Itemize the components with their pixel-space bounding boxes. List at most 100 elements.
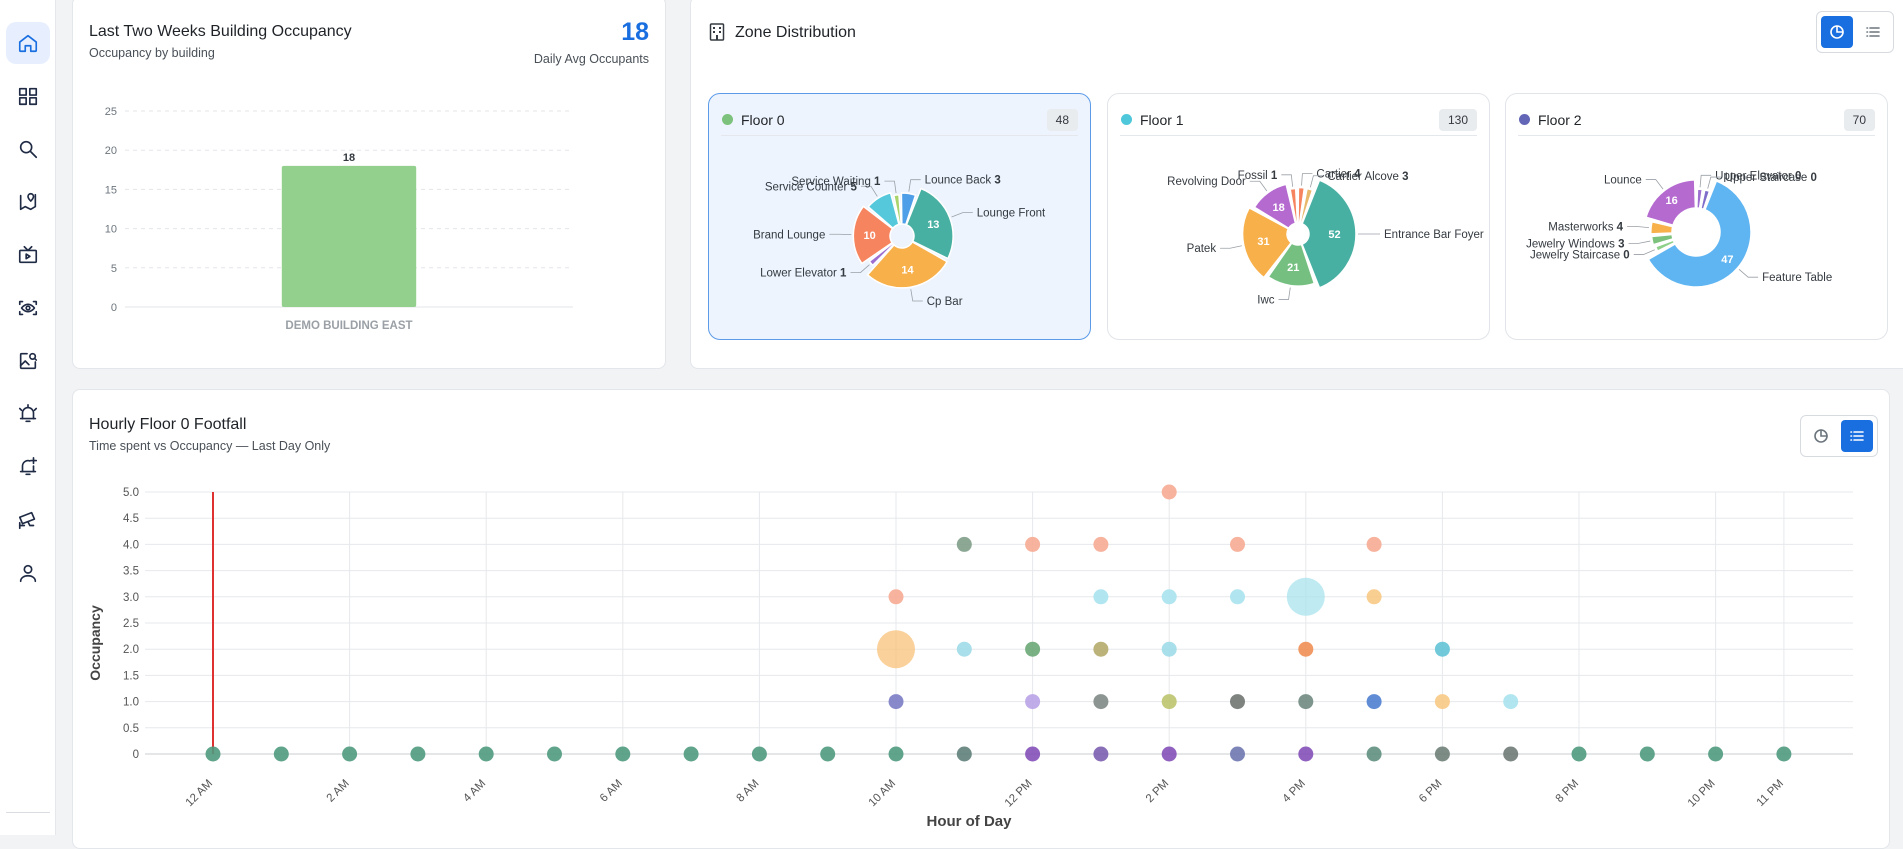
alert-add-icon bbox=[17, 456, 39, 478]
list-view-button[interactable] bbox=[1841, 420, 1873, 452]
floor-color-dot bbox=[1121, 114, 1132, 125]
pie-leader-line bbox=[1302, 174, 1313, 186]
floor-header: Floor 0 48 bbox=[721, 104, 1078, 136]
x-tick-label: 11 PM bbox=[1755, 778, 1786, 809]
home-icon bbox=[17, 32, 39, 54]
image-search-icon bbox=[17, 350, 39, 372]
nav-dashboards[interactable] bbox=[6, 75, 50, 117]
y-tick-label: 0 bbox=[133, 749, 139, 761]
zone-view-toggle bbox=[1816, 11, 1894, 53]
y-tick-label: 5 bbox=[111, 263, 117, 275]
pie-slice-label: Upper Staircase 0 bbox=[1725, 172, 1817, 184]
y-tick-label: 4.0 bbox=[123, 539, 139, 551]
y-tick-label: 20 bbox=[105, 145, 117, 157]
nav-alarms[interactable] bbox=[6, 393, 50, 435]
scatter-point bbox=[889, 694, 904, 709]
list-view-button[interactable] bbox=[1857, 16, 1889, 48]
daily-avg-value: 18 bbox=[621, 18, 649, 47]
scatter-point bbox=[342, 747, 357, 762]
nav-live[interactable] bbox=[6, 234, 50, 276]
x-tick-label: 4 AM bbox=[461, 778, 488, 805]
footfall-subtitle: Time spent vs Occupancy — Last Day Only bbox=[89, 439, 330, 453]
pie-chart-icon bbox=[1829, 24, 1845, 40]
scatter-point bbox=[1093, 694, 1108, 709]
scatter-point bbox=[1230, 694, 1245, 709]
scatter-point bbox=[1435, 642, 1450, 657]
pie-slice-label: Iwc bbox=[1257, 294, 1275, 306]
pie-slice-label: Masterworks 4 bbox=[1548, 222, 1623, 234]
scatter-point bbox=[1367, 694, 1382, 709]
scatter-point bbox=[1025, 694, 1040, 709]
footfall-card: Hourly Floor 0 Footfall Time spent vs Oc… bbox=[72, 389, 1890, 849]
y-tick-label: 1.5 bbox=[123, 670, 139, 682]
y-tick-label: 5.0 bbox=[123, 487, 139, 499]
scatter-point bbox=[820, 747, 835, 762]
scatter-point bbox=[1435, 694, 1450, 709]
y-tick-label: 0 bbox=[111, 302, 117, 314]
nav-cameras[interactable] bbox=[6, 499, 50, 541]
pie-slice-value: 47 bbox=[1721, 254, 1733, 266]
scatter-point bbox=[1162, 589, 1177, 604]
nav-vision[interactable] bbox=[6, 287, 50, 329]
pie-view-button[interactable] bbox=[1805, 420, 1837, 452]
scatter-point bbox=[877, 630, 915, 668]
y-tick-label: 3.5 bbox=[123, 566, 139, 578]
pie-slice-label: Fossil 1 bbox=[1238, 170, 1278, 182]
scatter-point bbox=[1093, 642, 1108, 657]
nav-add-alert[interactable] bbox=[6, 446, 50, 488]
pie-slice-value: 18 bbox=[1272, 202, 1284, 214]
pie-slice-label: Feature Table bbox=[1762, 272, 1832, 284]
floor-color-dot bbox=[722, 114, 733, 125]
pie-leader-line bbox=[1739, 269, 1758, 277]
nav-search[interactable] bbox=[6, 128, 50, 170]
scatter-point bbox=[1093, 589, 1108, 604]
scatter-point bbox=[1230, 747, 1245, 762]
building-icon bbox=[709, 23, 725, 41]
pie-leader-line bbox=[1646, 180, 1663, 190]
footfall-view-toggle bbox=[1800, 415, 1878, 457]
pie-slice-label: Jewelry Windows 3 bbox=[1526, 238, 1624, 250]
nav-map[interactable] bbox=[6, 181, 50, 223]
x-tick-label: 2 PM bbox=[1144, 778, 1171, 805]
footfall-title: Hourly Floor 0 Footfall bbox=[89, 416, 246, 434]
x-axis-title: Hour of Day bbox=[926, 813, 1012, 830]
scatter-point bbox=[1503, 747, 1518, 762]
alarm-icon bbox=[17, 403, 39, 425]
scatter-point bbox=[1298, 747, 1313, 762]
scatter-point bbox=[1162, 694, 1177, 709]
zone-distribution-title: Zone Distribution bbox=[735, 24, 856, 42]
grid-icon bbox=[17, 85, 39, 107]
floor-name: Floor 1 bbox=[1140, 112, 1439, 128]
scatter-point bbox=[1298, 642, 1313, 657]
pie-slice-label: Service Waiting 1 bbox=[791, 176, 881, 188]
sidebar bbox=[0, 0, 56, 835]
scatter-point bbox=[1162, 747, 1177, 762]
pie-view-button[interactable] bbox=[1821, 16, 1853, 48]
pie-slice-label: Brand Lounge bbox=[753, 229, 825, 241]
scatter-point bbox=[1640, 747, 1655, 762]
scatter-point bbox=[1298, 694, 1313, 709]
floor-header: Floor 2 70 bbox=[1518, 104, 1875, 136]
x-tick-label: 2 AM bbox=[325, 778, 352, 805]
scatter-point bbox=[1093, 537, 1108, 552]
pie-slice-label: Lounce bbox=[1604, 175, 1642, 187]
scatter-point bbox=[479, 747, 494, 762]
daily-avg-label: Daily Avg Occupants bbox=[534, 52, 649, 66]
pie-slice-label: Cp Bar bbox=[927, 296, 963, 308]
occupancy-subtitle: Occupancy by building bbox=[89, 46, 215, 60]
nav-profile[interactable] bbox=[6, 552, 50, 594]
scatter-point bbox=[1572, 747, 1587, 762]
x-tick-label: 4 PM bbox=[1280, 778, 1307, 805]
scatter-point bbox=[206, 747, 221, 762]
scatter-point bbox=[1367, 747, 1382, 762]
nav-home[interactable] bbox=[6, 22, 50, 64]
pie-slice-value: 16 bbox=[1665, 195, 1677, 207]
list-icon bbox=[1849, 428, 1865, 444]
occupancy-card: Last Two Weeks Building Occupancy Occupa… bbox=[72, 0, 666, 369]
pie-leader-line bbox=[952, 213, 973, 217]
nav-image-search[interactable] bbox=[6, 340, 50, 382]
